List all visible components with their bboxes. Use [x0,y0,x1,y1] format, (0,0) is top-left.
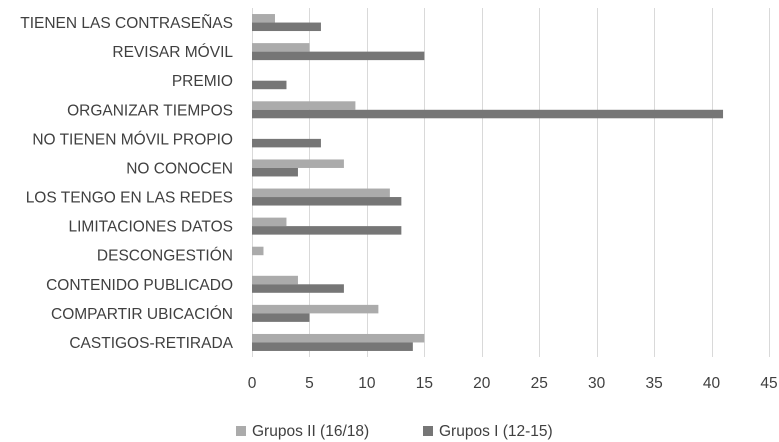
bar [252,217,287,227]
bar [252,138,321,148]
bar [252,159,344,168]
category-label: ORGANIZAR TIEMPOS [67,102,233,119]
gridlines [252,8,770,357]
bar [252,246,264,256]
bar [252,101,356,110]
category-label: NO CONOCEN [126,160,233,177]
x-tick-label: 35 [645,375,662,392]
category-label: REVISAR MÓVIL [112,44,233,61]
category-labels: TIENEN LAS CONTRASEÑAS REVISAR MÓVIL PREMI… [20,15,233,352]
bar [252,43,310,52]
category-label: CASTIGOS-RETIRADA [69,335,233,352]
bar [252,284,344,293]
category-label: LIMITACIONES DATOS [69,219,234,236]
bar [252,304,379,314]
legend-swatch [423,426,433,436]
bar [252,109,724,119]
x-tick-label: 5 [305,375,314,392]
bar [252,197,402,206]
category-label: TIENEN LAS CONTRASEÑAS [20,15,233,32]
x-tick-label: 15 [416,375,433,392]
x-tick-label: 20 [473,375,491,392]
category-label: NO TIENEN MÓVIL PROPIO [32,131,233,148]
legend: Grupos II (16/18) Grupos I (12-15) [236,423,553,440]
bar [252,313,310,322]
x-tick-label: 25 [531,375,548,392]
category-label: PREMIO [172,73,233,90]
category-label: DESCONGESTIÓN [97,248,233,265]
bar [252,167,298,177]
x-tick-label: 40 [703,375,721,392]
bar [252,51,425,61]
x-tick-label: 30 [588,375,606,392]
category-label: LOS TENGO EN LAS REDES [26,190,233,207]
legend-label: Grupos I (12-15) [439,423,553,440]
legend-label: Grupos II (16/18) [252,423,369,440]
bar [252,275,298,285]
x-tick-label: 10 [358,375,376,392]
x-tick-label: 0 [248,375,257,392]
category-label: COMPARTIR UBICACIÓN [51,306,233,323]
bar [252,333,425,343]
bars [252,14,724,351]
category-label: CONTENIDO PUBLICADO [46,277,233,294]
x-tick-label: 45 [760,375,777,392]
bar [252,188,390,198]
legend-swatch [236,426,246,436]
bar [252,342,413,351]
bar [252,14,275,23]
bar [252,80,287,90]
x-tick-labels: 0 5 10 15 20 25 30 35 40 45 [248,375,778,392]
bar [252,22,321,32]
bar [252,226,402,235]
